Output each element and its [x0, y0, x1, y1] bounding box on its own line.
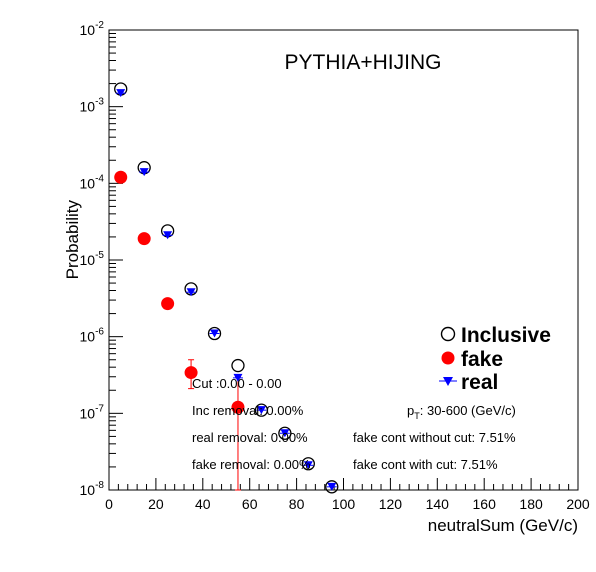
- annotation-pt: pT: 30-600 (GeV/c): [407, 403, 516, 421]
- annotation-cut: Cut :0.00 - 0.00: [192, 376, 282, 391]
- y-tick-base: 10: [80, 482, 96, 498]
- annotation-pt-rest: : 30-600 (GeV/c): [420, 403, 516, 418]
- annotation-fake-cont-without: fake cont without cut: 7.51%: [353, 430, 516, 445]
- y-tick-label: 10-4: [80, 173, 105, 191]
- real-point: [186, 288, 196, 297]
- real-point: [163, 231, 173, 240]
- x-tick-label: 60: [242, 496, 258, 512]
- annotations: Cut :0.00 - 0.00 Inc removal: 0.00% real…: [192, 376, 516, 472]
- y-axis-label: Probability: [63, 200, 82, 280]
- x-tick-label: 40: [195, 496, 211, 512]
- inclusive-point: [231, 358, 245, 373]
- real-point: [303, 461, 313, 470]
- y-tick-label: 10-8: [80, 480, 105, 498]
- x-tick-label: 180: [519, 496, 543, 512]
- x-tick-label: 160: [473, 496, 497, 512]
- legend-marker-inclusive: [440, 326, 456, 342]
- x-axis-label: neutralSum (GeV/c): [428, 516, 578, 535]
- real-point: [280, 429, 290, 438]
- y-tick-exponent: -2: [95, 20, 104, 31]
- fake-point: [161, 297, 175, 311]
- real-point: [327, 482, 337, 491]
- y-tick-exponent: -8: [95, 480, 104, 491]
- real-point: [256, 406, 266, 415]
- legend-label-inclusive: Inclusive: [461, 324, 551, 347]
- x-tick-label: 100: [332, 496, 356, 512]
- legend-label-real: real: [461, 371, 498, 394]
- inclusive-point: [301, 457, 315, 471]
- y-tick-base: 10: [80, 252, 96, 268]
- legend-marker-fake: [441, 351, 455, 365]
- y-tick-exponent: -6: [95, 327, 104, 338]
- y-tick-exponent: -7: [95, 403, 104, 414]
- y-tick-label: 10-3: [80, 97, 105, 115]
- real-point: [210, 329, 220, 338]
- x-tick-label: 80: [289, 496, 305, 512]
- annotation-fake-removal: fake removal: 0.00%: [192, 457, 311, 472]
- real-point: [139, 168, 149, 177]
- inclusive-point: [325, 480, 339, 494]
- y-tick-base: 10: [80, 405, 96, 421]
- y-tick-exponent: -5: [95, 250, 104, 261]
- y-tick-label: 10-2: [80, 20, 105, 38]
- annotation-real-removal: real removal: 0.00%: [192, 430, 308, 445]
- x-tick-label: 140: [426, 496, 450, 512]
- fake-point: [231, 400, 245, 414]
- y-tick-base: 10: [80, 22, 96, 38]
- y-tick-base: 10: [80, 175, 96, 191]
- x-tick-label: 20: [148, 496, 164, 512]
- real-point: [116, 89, 126, 98]
- y-tick-label: 10-5: [80, 250, 105, 268]
- x-tick-label: 200: [566, 496, 590, 512]
- y-tick-exponent: -3: [95, 97, 104, 108]
- annotation-inc-removal: Inc removal: 0.00%: [192, 403, 304, 418]
- legend: Inclusive fake real: [439, 324, 551, 394]
- y-tick-base: 10: [80, 329, 96, 345]
- fake-point: [114, 170, 128, 184]
- legend-label-fake: fake: [461, 348, 503, 371]
- inclusive-point: [254, 403, 269, 417]
- real-point: [233, 373, 243, 382]
- annotation-pt-sub: T: [414, 411, 420, 421]
- x-tick-label: 0: [105, 496, 113, 512]
- x-tick-label: 120: [379, 496, 403, 512]
- annotation-fake-cont-with: fake cont with cut: 7.51%: [353, 457, 498, 472]
- y-tick-label: 10-7: [80, 403, 105, 421]
- inclusive-point: [278, 426, 292, 440]
- y-tick-exponent: -4: [95, 173, 104, 184]
- annotation-pt-p: p: [407, 403, 414, 418]
- fake-point: [137, 232, 151, 246]
- chart-title: PYTHIA+HIJING: [285, 51, 442, 74]
- inclusive-point: [207, 326, 222, 341]
- fake-point: [184, 366, 198, 380]
- y-tick-label: 10-6: [80, 327, 105, 345]
- y-tick-base: 10: [80, 99, 96, 115]
